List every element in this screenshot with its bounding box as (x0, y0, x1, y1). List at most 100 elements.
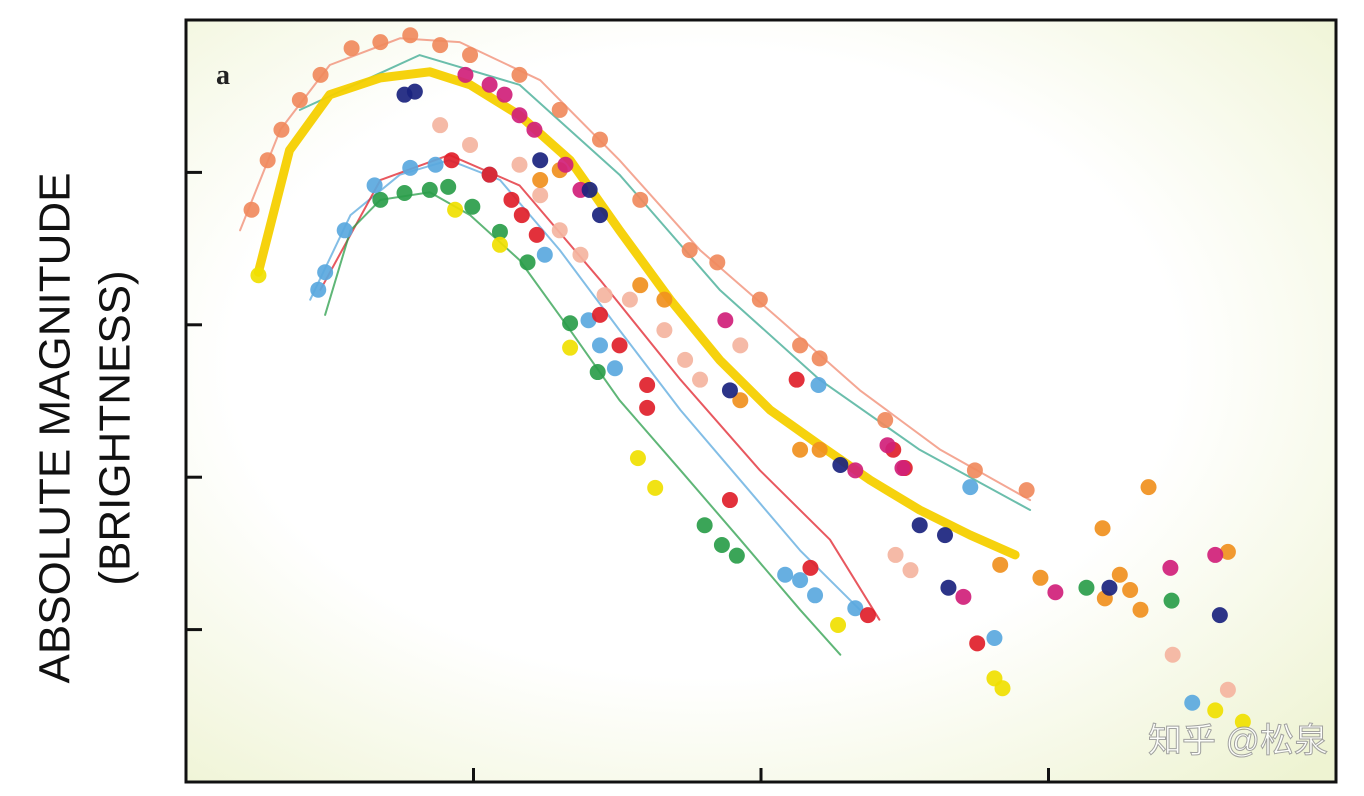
data-point (250, 267, 267, 284)
data-point (1018, 482, 1035, 499)
data-point (243, 201, 260, 218)
data-point (811, 350, 828, 367)
data-point (481, 76, 498, 93)
data-point (937, 527, 953, 544)
data-point (728, 547, 745, 564)
data-point (792, 441, 809, 458)
data-point (611, 337, 628, 354)
panel-label: a (216, 60, 230, 91)
data-point (447, 201, 464, 218)
y-axis-label: (BRIGHTNESS) (91, 270, 140, 585)
data-point (496, 86, 513, 103)
data-point (491, 223, 508, 240)
data-point (1163, 592, 1180, 609)
data-point (788, 371, 805, 388)
data-point (503, 191, 520, 208)
data-point (692, 371, 709, 388)
data-point (273, 121, 290, 138)
data-point (696, 517, 713, 534)
data-point (596, 287, 613, 304)
data-point (807, 587, 824, 604)
data-point (572, 246, 589, 263)
data-point (1101, 579, 1118, 596)
data-point (1111, 566, 1128, 583)
data-point (639, 376, 656, 393)
data-point (427, 156, 444, 173)
data-point (847, 462, 864, 479)
data-point (581, 181, 598, 198)
data-point (656, 322, 673, 339)
data-point (1122, 581, 1139, 598)
data-point (721, 492, 738, 509)
data-point (481, 166, 498, 183)
data-point (291, 92, 308, 109)
data-point (887, 546, 904, 563)
data-point (1094, 520, 1111, 537)
data-point (528, 226, 545, 243)
data-point (1047, 584, 1064, 601)
data-point (632, 277, 649, 294)
data-point (792, 337, 809, 354)
data-point (677, 351, 694, 368)
data-point (1207, 546, 1224, 563)
data-point (810, 376, 827, 393)
data-point (532, 172, 549, 189)
data-point (432, 117, 449, 134)
data-point (421, 181, 438, 198)
data-point (589, 364, 606, 381)
data-point (911, 517, 928, 534)
data-point (647, 479, 664, 496)
data-point (902, 562, 919, 579)
data-point (1132, 601, 1149, 618)
data-point (592, 131, 608, 148)
light-curve (309, 159, 861, 611)
light-curve (253, 67, 1020, 560)
data-point (536, 246, 553, 263)
data-point (713, 537, 730, 554)
data-point (877, 412, 894, 429)
data-point (1164, 646, 1181, 663)
data-point (721, 382, 738, 399)
data-point (1207, 702, 1224, 719)
data-point (1032, 569, 1049, 586)
data-point (621, 291, 638, 308)
data-point (940, 579, 957, 596)
data-point (457, 66, 474, 83)
data-point (592, 207, 608, 224)
data-point (532, 152, 549, 169)
data-point (1184, 694, 1201, 711)
data-point (1078, 579, 1095, 596)
data-point (859, 607, 876, 624)
marks (239, 27, 1251, 730)
data-point (1219, 681, 1236, 698)
data-point (491, 236, 508, 253)
data-point (732, 392, 749, 409)
data-point (464, 198, 481, 215)
data-point (366, 177, 383, 194)
data-point (847, 600, 864, 617)
data-point (1211, 607, 1228, 624)
data-point (402, 159, 419, 176)
data-point (551, 101, 568, 118)
data-point (1162, 559, 1179, 576)
y-axis-label: ABSOLUTE MAGNITUDE (31, 173, 80, 684)
data-point (406, 83, 423, 100)
data-point (986, 629, 1003, 646)
data-point (879, 437, 896, 454)
data-point (830, 617, 847, 634)
data-point (811, 441, 828, 458)
data-point (372, 191, 389, 208)
data-point (372, 34, 389, 51)
data-point (1219, 543, 1236, 560)
data-point (962, 479, 979, 496)
data-point (994, 680, 1011, 697)
data-point (802, 559, 819, 576)
data-point (511, 107, 528, 124)
data-point (532, 187, 549, 204)
data-point (462, 47, 479, 64)
watermark: 知乎 @松泉 (1148, 722, 1328, 760)
data-point (732, 337, 749, 354)
data-point (681, 242, 698, 259)
